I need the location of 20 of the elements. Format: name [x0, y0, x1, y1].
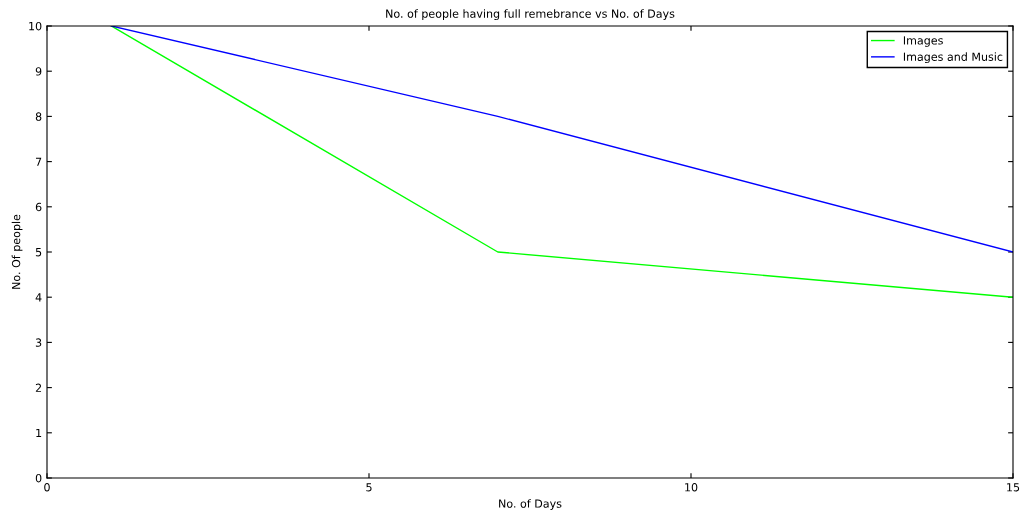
y-tick-label: 1 — [36, 428, 42, 438]
legend-label: Images and Music — [903, 52, 1003, 64]
x-tick-label: 0 — [44, 483, 50, 492]
x-tick-label: 15 — [1007, 483, 1020, 492]
y-tick-label: 2 — [35, 383, 42, 392]
y-tick-label: 7 — [35, 157, 42, 166]
x-axis-title: No. of Days — [499, 499, 562, 510]
legend-label: Images — [903, 36, 943, 47]
y-tick-label: 0 — [35, 473, 42, 483]
y-tick-label: 4 — [35, 293, 42, 302]
x-tick-label: 5 — [366, 483, 372, 492]
y-axis-title: No. Of people — [11, 214, 23, 289]
y-tick-label: 9 — [35, 67, 42, 76]
x-tick-label: 10 — [685, 483, 698, 492]
y-tick-label: 10 — [29, 21, 42, 31]
y-tick-label: 5 — [35, 248, 42, 257]
y-tick-label: 8 — [35, 112, 42, 121]
chart-title: No. of people having full remebrance vs No. of Days — [386, 9, 675, 20]
y-tick-label: 6 — [35, 202, 42, 212]
y-tick-label: 3 — [35, 338, 42, 347]
